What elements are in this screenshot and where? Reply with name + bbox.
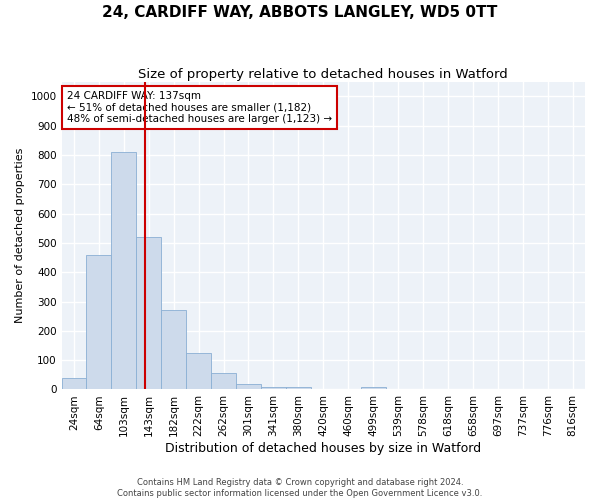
Bar	[62, 378, 86, 390]
Text: 24, CARDIFF WAY, ABBOTS LANGLEY, WD5 0TT: 24, CARDIFF WAY, ABBOTS LANGLEY, WD5 0TT	[103, 5, 497, 20]
Bar	[286, 386, 311, 390]
Bar	[161, 310, 186, 390]
Bar	[186, 353, 211, 390]
Bar	[361, 386, 386, 390]
Bar	[211, 374, 236, 390]
Bar	[136, 237, 161, 390]
Bar	[86, 254, 112, 390]
Text: Contains HM Land Registry data © Crown copyright and database right 2024.
Contai: Contains HM Land Registry data © Crown c…	[118, 478, 482, 498]
Bar	[112, 152, 136, 390]
Title: Size of property relative to detached houses in Watford: Size of property relative to detached ho…	[139, 68, 508, 80]
Y-axis label: Number of detached properties: Number of detached properties	[15, 148, 25, 324]
X-axis label: Distribution of detached houses by size in Watford: Distribution of detached houses by size …	[165, 442, 481, 455]
Text: 24 CARDIFF WAY: 137sqm
← 51% of detached houses are smaller (1,182)
48% of semi-: 24 CARDIFF WAY: 137sqm ← 51% of detached…	[67, 91, 332, 124]
Bar	[261, 386, 286, 390]
Bar	[236, 384, 261, 390]
